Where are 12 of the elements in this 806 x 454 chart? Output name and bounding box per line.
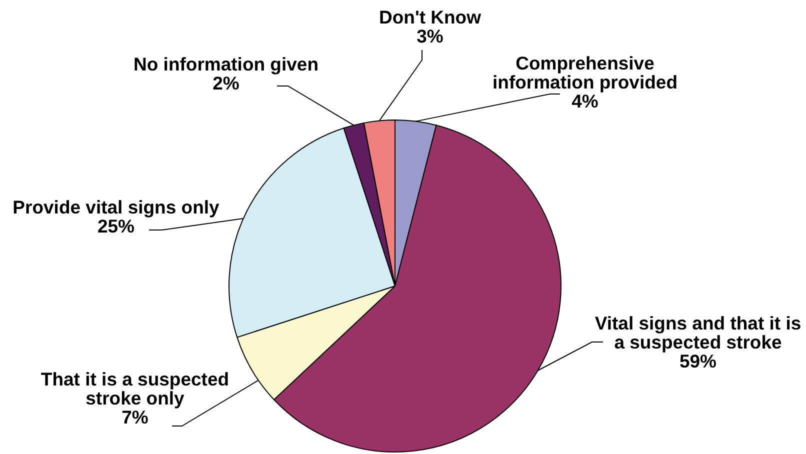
slice-label: Comprehensive information provided: [492, 52, 678, 92]
data-label: 7%: [122, 406, 148, 428]
slice-label: No information given: [134, 53, 318, 74]
slice-label: Provide vital signs only: [12, 196, 220, 218]
data-label: 4%: [572, 90, 598, 112]
data-label: 25%: [97, 215, 135, 236]
data-label: 3%: [416, 25, 444, 46]
data-label: 2%: [212, 72, 240, 94]
slice-label: Don't Know: [378, 6, 482, 28]
slice-label: That it is a suspected stroke only: [40, 368, 230, 408]
data-label: 59%: [679, 350, 717, 372]
slice-label: Vital signs and that it is a suspected stroke: [594, 312, 802, 352]
